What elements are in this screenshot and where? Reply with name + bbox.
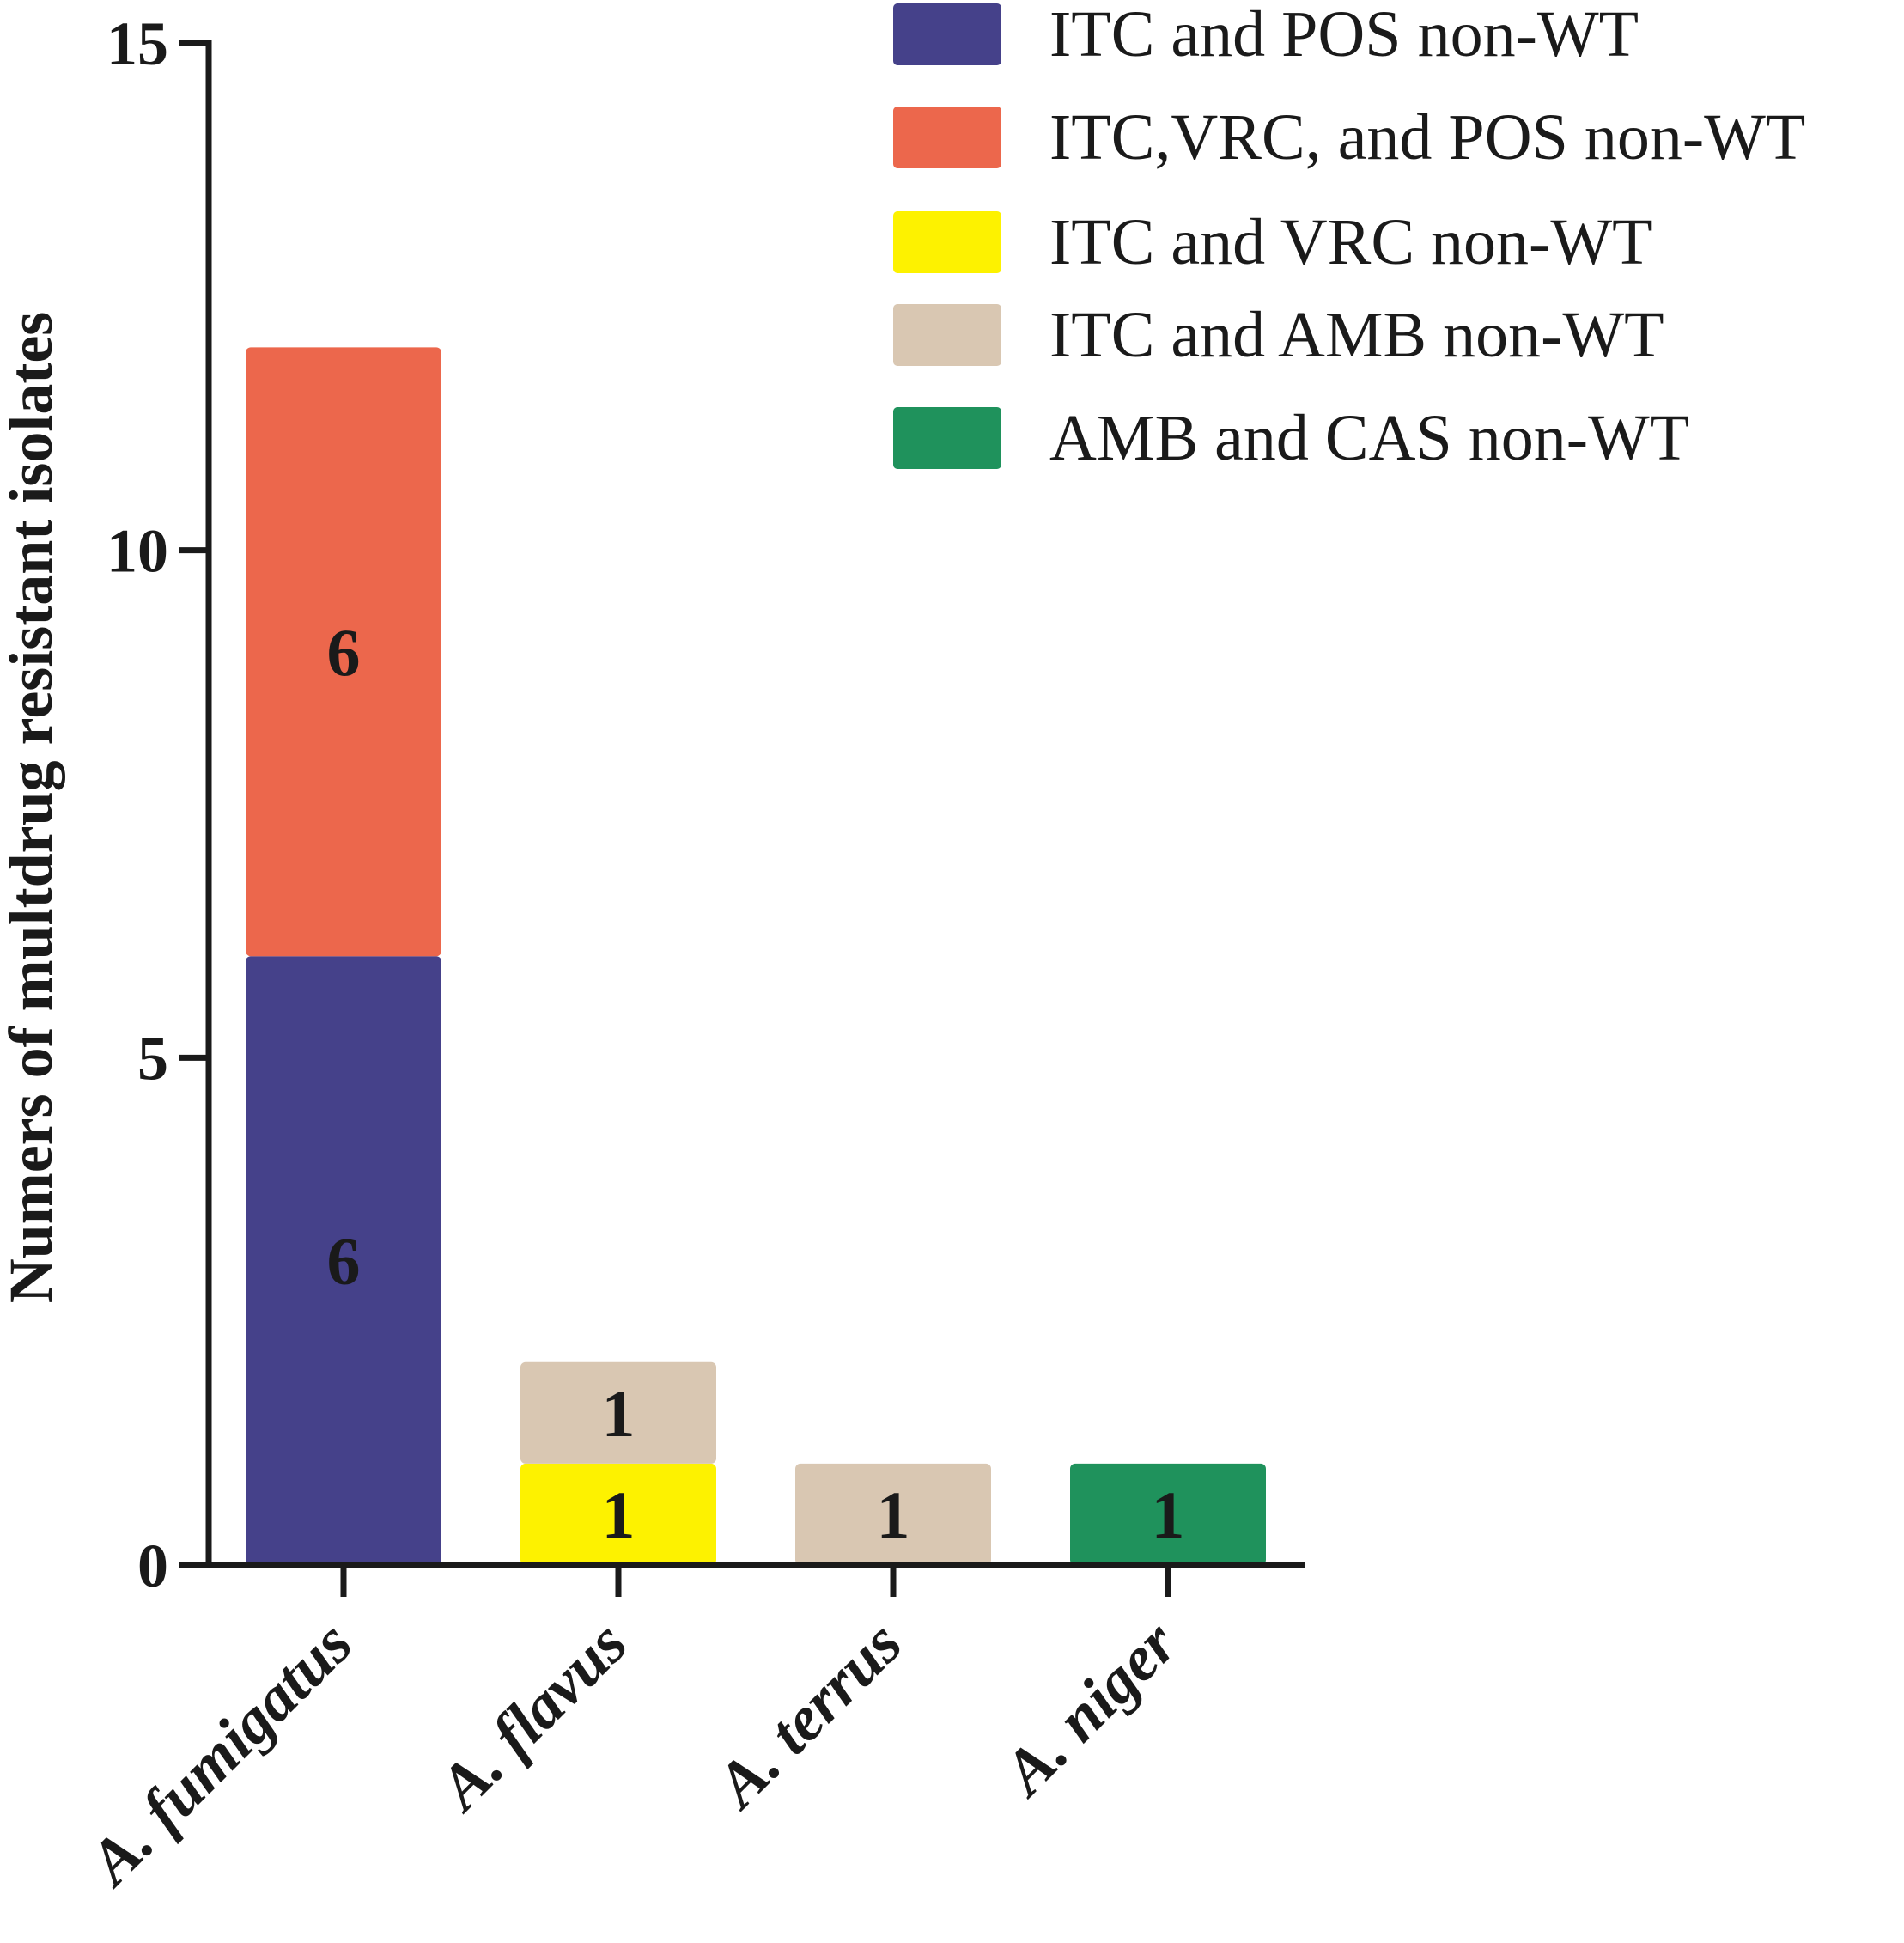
data-label-a-terrus-itc-and-amb-non-wt: 1 xyxy=(877,1477,910,1552)
bar-a-terrus-itc-and-amb-non-wt xyxy=(795,1463,991,1565)
legend-swatch-itc-and-amb-non-wt xyxy=(893,304,1001,366)
bars-layer xyxy=(246,347,1266,1565)
labels-layer: 6 6 1 1 1 1 xyxy=(327,615,1185,1552)
data-label-a-fumigatus-itc-and-pos-non-wt: 6 xyxy=(327,1224,361,1299)
legend-swatch-itc-vrc-and-pos-non-wt xyxy=(893,107,1001,168)
bar-a-niger-amb-and-cas-non-wt xyxy=(1070,1463,1266,1565)
y-tick-label-15: 15 xyxy=(106,9,168,78)
x-tick-label-a-niger: A. niger xyxy=(988,1607,1191,1810)
legend-swatch-amb-and-cas-non-wt xyxy=(893,407,1001,469)
bar-a-flavus-itc-and-vrc-non-wt xyxy=(520,1463,716,1565)
y-tick-label-0: 0 xyxy=(137,1532,168,1600)
data-label-a-flavus-itc-and-amb-non-wt: 1 xyxy=(602,1376,636,1451)
legend-swatch-itc-and-vrc-non-wt xyxy=(893,211,1001,273)
legend-label-amb-and-cas-non-wt: AMB and CAS non-WT xyxy=(1049,402,1689,474)
bar-a-flavus-itc-and-amb-non-wt xyxy=(520,1361,716,1464)
legend-label-itc-and-pos-non-wt: ITC and POS non-WT xyxy=(1049,0,1639,70)
y-tick-label-10: 10 xyxy=(106,517,168,586)
legend-label-itc-and-amb-non-wt: ITC and AMB non-WT xyxy=(1049,299,1664,371)
x-tick-label-a-terrus: A. terrus xyxy=(701,1608,916,1823)
legend-label-itc-and-vrc-non-wt: ITC and VRC non-WT xyxy=(1049,206,1652,278)
legend: ITC and POS non-WT ITC,VRC, and POS non-W… xyxy=(893,0,1805,474)
y-axis-label: Numers of multdrug resistant isolates xyxy=(0,312,65,1304)
y-tick-label-5: 5 xyxy=(137,1024,168,1093)
data-label-a-flavus-itc-and-vrc-non-wt: 1 xyxy=(602,1477,636,1552)
bar-a-fumigatus-itc-and-pos-non-wt xyxy=(246,956,441,1565)
x-tick-label-a-fumigatus: A. fumigatus xyxy=(74,1608,366,1900)
data-label-a-niger-amb-and-cas-non-wt: 1 xyxy=(1152,1477,1185,1552)
data-label-a-fumigatus-itc-vrc-and-pos-non-wt: 6 xyxy=(327,615,361,690)
legend-label-itc-vrc-and-pos-non-wt: ITC,VRC, and POS non-WT xyxy=(1049,101,1805,174)
x-tick-label-a-flavus: A. flavus xyxy=(423,1608,641,1825)
legend-swatch-itc-and-pos-non-wt xyxy=(893,3,1001,65)
bar-a-fumigatus-itc-vrc-and-pos-non-wt xyxy=(246,347,441,957)
